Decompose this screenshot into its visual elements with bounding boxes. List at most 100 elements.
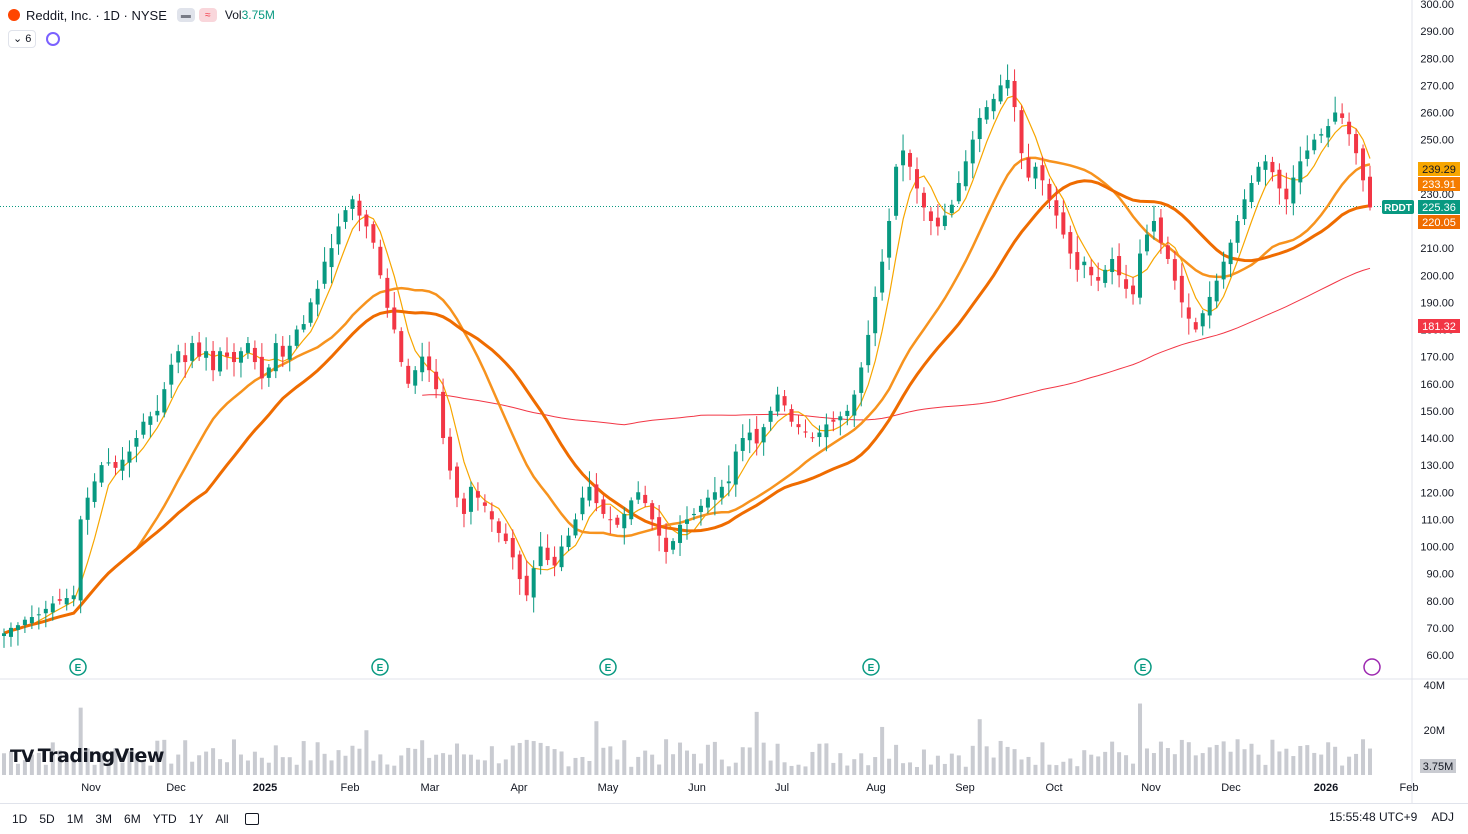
candle-body xyxy=(1110,258,1115,273)
candle-body xyxy=(1096,276,1101,281)
time-tick-label: 2026 xyxy=(1314,782,1338,794)
volume-bar xyxy=(57,750,62,775)
price-tick-label: 200.00 xyxy=(1420,270,1454,282)
volume-bar xyxy=(768,760,773,775)
candle-body xyxy=(482,502,487,506)
candle-body xyxy=(636,492,641,500)
volume-bar xyxy=(1117,752,1122,775)
candle-body xyxy=(580,497,585,515)
collapse-indicators-button[interactable]: ⌄ 6 xyxy=(8,30,37,48)
volume-bar xyxy=(1305,745,1310,775)
price-tick-label: 270.00 xyxy=(1420,80,1454,92)
candle-body xyxy=(141,421,146,435)
ma-mid-line xyxy=(3,156,1371,635)
volume-bar xyxy=(71,759,76,775)
price-tick-label: 300.00 xyxy=(1420,0,1454,11)
volume-bar xyxy=(733,762,738,775)
candle-body xyxy=(796,424,801,428)
range-button-5d[interactable]: 5D xyxy=(39,812,55,826)
volume-bar xyxy=(1033,764,1038,775)
candle-body xyxy=(678,524,683,543)
volume-bar xyxy=(1228,751,1233,775)
volume-bar xyxy=(935,755,940,775)
calendar-icon[interactable] xyxy=(244,813,259,825)
candle-body xyxy=(650,503,655,520)
candle-body xyxy=(301,324,306,330)
volume-bar xyxy=(287,757,292,775)
volume-bar xyxy=(1019,759,1024,775)
candle-body xyxy=(50,603,55,613)
price-tick-label: 110.00 xyxy=(1421,514,1454,526)
candle-body xyxy=(259,356,264,379)
volume-bar xyxy=(901,763,906,775)
volume-bar xyxy=(698,763,703,775)
volume-bar xyxy=(22,760,27,775)
compare-icon[interactable]: ≈ xyxy=(198,8,217,22)
candle-body xyxy=(545,547,550,561)
time-tick-label: Apr xyxy=(510,782,527,794)
volume-bar xyxy=(468,754,473,775)
ma-200-line xyxy=(422,267,1371,426)
candle-body xyxy=(190,343,195,361)
volume-bar xyxy=(601,747,606,775)
price-label-badge xyxy=(1418,319,1460,333)
candle-body xyxy=(78,519,83,601)
candle-body xyxy=(573,519,578,536)
candle-body xyxy=(531,568,536,598)
candle-body xyxy=(1263,161,1268,170)
candle-body xyxy=(1298,161,1303,183)
range-button-all[interactable]: All xyxy=(215,812,229,826)
refresh-icon[interactable] xyxy=(46,32,61,46)
range-button-ytd[interactable]: YTD xyxy=(152,812,177,826)
indicator-toggle-row: ⌄ 6 xyxy=(8,30,61,48)
volume-bar xyxy=(824,743,829,775)
candle-body xyxy=(1270,161,1275,173)
time-tick-label: Sep xyxy=(955,782,975,794)
symbol-title[interactable]: Reddit, Inc. · 1D · NYSE xyxy=(26,7,167,23)
price-label-badge xyxy=(1418,215,1460,229)
volume-bar xyxy=(838,753,843,775)
candle-body xyxy=(15,625,20,630)
volume-bar xyxy=(294,764,299,775)
candle-body xyxy=(441,391,446,438)
volume-bar xyxy=(908,762,913,775)
volume-bar xyxy=(573,757,578,775)
candle-body xyxy=(1012,80,1017,108)
volume-bar xyxy=(252,751,257,775)
price-chart[interactable]: E E E E E 300.00 290.00 280.00 270.00 260.00 250.… xyxy=(0,0,1468,803)
range-button-1d[interactable]: 1D xyxy=(12,812,28,826)
volume-bar xyxy=(545,746,550,775)
candle-body xyxy=(1235,221,1240,243)
candle-body xyxy=(315,288,320,305)
range-button-3m[interactable]: 3M xyxy=(95,812,113,826)
volume-bar xyxy=(280,757,285,775)
candle-body xyxy=(245,343,250,353)
clock[interactable]: 15:55:48 UTC+9 xyxy=(1328,810,1418,824)
volume-bar xyxy=(761,742,766,775)
price-tick-label: 230.00 xyxy=(1420,189,1454,201)
range-button-1m[interactable]: 1M xyxy=(66,812,84,826)
tradingview-watermark[interactable]: 𝗧𝗩 TradingView xyxy=(10,745,164,767)
hide-indicator-icon[interactable]: ▬ xyxy=(176,8,195,22)
volume-bar xyxy=(859,753,864,775)
candle-body xyxy=(169,364,174,385)
range-button-1y[interactable]: 1Y xyxy=(188,812,204,826)
adj-toggle[interactable]: ADJ xyxy=(1431,810,1454,824)
volume-bar xyxy=(1096,756,1101,775)
time-axis[interactable]: Nov Dec 2025 Feb Mar Apr May Jun Jul Aug Sep Oct Nov… xyxy=(81,782,1418,794)
candle-body xyxy=(85,497,90,520)
candle-body xyxy=(629,500,634,520)
candle-body xyxy=(273,343,278,372)
volume-bar xyxy=(1312,752,1317,775)
candle-body xyxy=(733,451,738,485)
price-axis[interactable]: 300.00290.00280.00270.00260.00250.00240.… xyxy=(1420,0,1456,773)
volume-bar xyxy=(329,760,334,775)
volume-bar xyxy=(406,747,411,775)
range-button-6m[interactable]: 6M xyxy=(124,812,141,826)
candle-body xyxy=(1319,134,1324,136)
candle-body xyxy=(601,499,606,514)
time-tick-label: Feb xyxy=(341,782,360,794)
price-tick-label: 140.00 xyxy=(1420,433,1454,445)
candle-body xyxy=(1340,113,1345,118)
candle-body xyxy=(371,224,376,243)
